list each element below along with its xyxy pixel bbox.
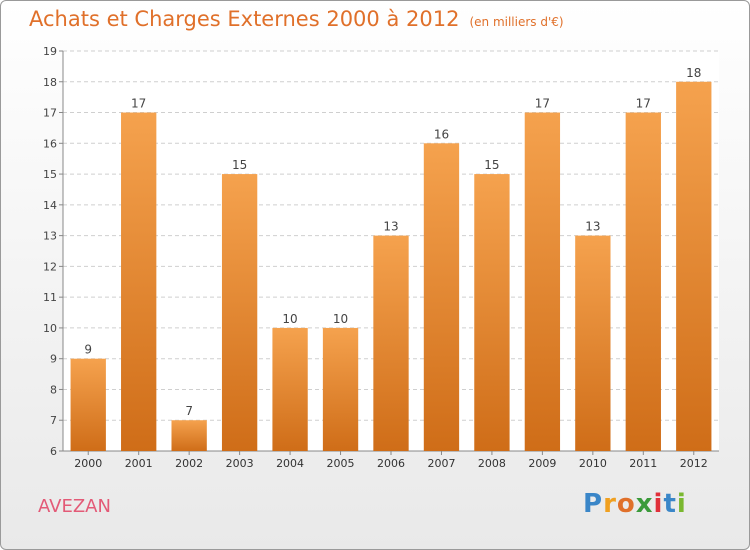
chart-title: Achats et Charges Externes 2000 à 2012 (e… [29, 7, 564, 31]
x-tick-label: 2000 [74, 457, 102, 470]
bar-value-label: 18 [686, 66, 701, 80]
bar [171, 420, 207, 451]
bar-value-label: 15 [484, 158, 499, 172]
bar-value-label: 13 [383, 220, 398, 234]
bar-value-label: 16 [434, 127, 449, 141]
x-tick-label: 2012 [680, 457, 708, 470]
bar [474, 174, 510, 452]
town-name: AVEZAN [38, 496, 111, 517]
x-tick-label: 2005 [327, 457, 355, 470]
y-tick-label: 15 [43, 168, 57, 181]
y-tick-label: 6 [50, 445, 57, 458]
bar-value-label: 15 [232, 158, 247, 172]
bar-value-label: 13 [585, 220, 600, 234]
y-tick-label: 8 [50, 383, 57, 396]
x-tick-label: 2011 [629, 457, 657, 470]
bar [322, 327, 359, 451]
bar-value-label: 17 [636, 97, 651, 111]
bar-value-label: 7 [185, 404, 193, 418]
y-tick-label: 11 [43, 291, 57, 304]
bar [676, 81, 712, 452]
x-tick-label: 2010 [579, 457, 607, 470]
bar [625, 112, 661, 452]
y-tick-label: 12 [43, 260, 57, 273]
y-tick-label: 17 [43, 107, 57, 120]
chart-title-text: Achats et Charges Externes 2000 à 2012 [29, 7, 460, 31]
x-tick-label: 2008 [478, 457, 506, 470]
x-tick-label: 2007 [427, 457, 455, 470]
y-tick-label: 14 [43, 199, 57, 212]
x-tick-label: 2001 [125, 457, 153, 470]
bar [373, 235, 409, 451]
bar-value-label: 17 [131, 97, 146, 111]
y-tick-label: 19 [43, 45, 57, 58]
x-tick-label: 2004 [276, 457, 304, 470]
y-tick-label: 7 [50, 414, 57, 427]
bar [70, 358, 106, 451]
bar-value-label: 17 [535, 97, 550, 111]
bar [121, 112, 157, 452]
y-tick-label: 10 [43, 322, 57, 335]
bar [221, 174, 258, 452]
bar-value-label: 10 [282, 312, 297, 326]
bar [272, 327, 308, 451]
y-tick-label: 18 [43, 76, 57, 89]
x-tick-label: 2003 [226, 457, 254, 470]
x-tick-label: 2002 [175, 457, 203, 470]
chart-subtitle: (en milliers d'€) [469, 15, 564, 29]
bar [423, 143, 460, 452]
bar-value-label: 10 [333, 312, 348, 326]
y-tick-label: 13 [43, 230, 57, 243]
x-tick-label: 2009 [528, 457, 556, 470]
bar [524, 112, 561, 452]
bar [575, 235, 611, 451]
proxiti-logo: Proxiti [583, 489, 687, 519]
y-tick-label: 16 [43, 137, 57, 150]
bar-value-label: 9 [84, 343, 92, 357]
x-tick-label: 2006 [377, 457, 405, 470]
y-tick-label: 9 [50, 353, 57, 366]
